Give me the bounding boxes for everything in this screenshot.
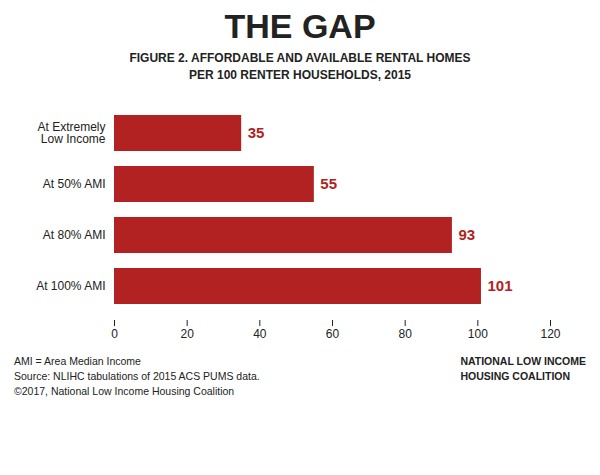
svg-text:At ExtremelyLow Income: At ExtremelyLow Income: [37, 120, 105, 146]
html-text:Source: NLIHC tabulations of 2: Source: NLIHC tabulations of 2015 ACS PU…: [14, 370, 260, 382]
html-text:FIGURE 2. AFFORDABLE AND AVAIL: FIGURE 2. AFFORDABLE AND AVAILABLE RENTA…: [129, 51, 471, 82]
html-text:THE GAP: THE GAP: [224, 7, 376, 45]
svg-text:101: 101: [487, 277, 512, 294]
svg-text:At 80% AMI: At 80% AMI: [43, 228, 106, 242]
svg-text:55: 55: [320, 175, 337, 192]
svg-text:0: 0: [111, 327, 118, 341]
svg-text:80: 80: [398, 327, 412, 341]
svg-text:93: 93: [458, 226, 475, 243]
svg-text:At 50% AMI: At 50% AMI: [43, 177, 106, 191]
html-text:HOUSING COALITION: HOUSING COALITION: [460, 370, 571, 382]
svg-text:60: 60: [326, 327, 340, 341]
svg-text:At 100% AMI: At 100% AMI: [36, 279, 105, 293]
html-text:NATIONAL LOW INCOME: NATIONAL LOW INCOME: [460, 355, 586, 367]
html-text:AMI = Area Median Income: AMI = Area Median Income: [14, 355, 141, 367]
svg-text:100: 100: [468, 327, 488, 341]
svg-text:40: 40: [253, 327, 267, 341]
html-text:©2017, National Low Income Hou: ©2017, National Low Income Housing Coali…: [14, 385, 235, 397]
svg-text:20: 20: [180, 327, 194, 341]
svg-text:120: 120: [540, 327, 560, 341]
svg-text:35: 35: [248, 124, 265, 141]
